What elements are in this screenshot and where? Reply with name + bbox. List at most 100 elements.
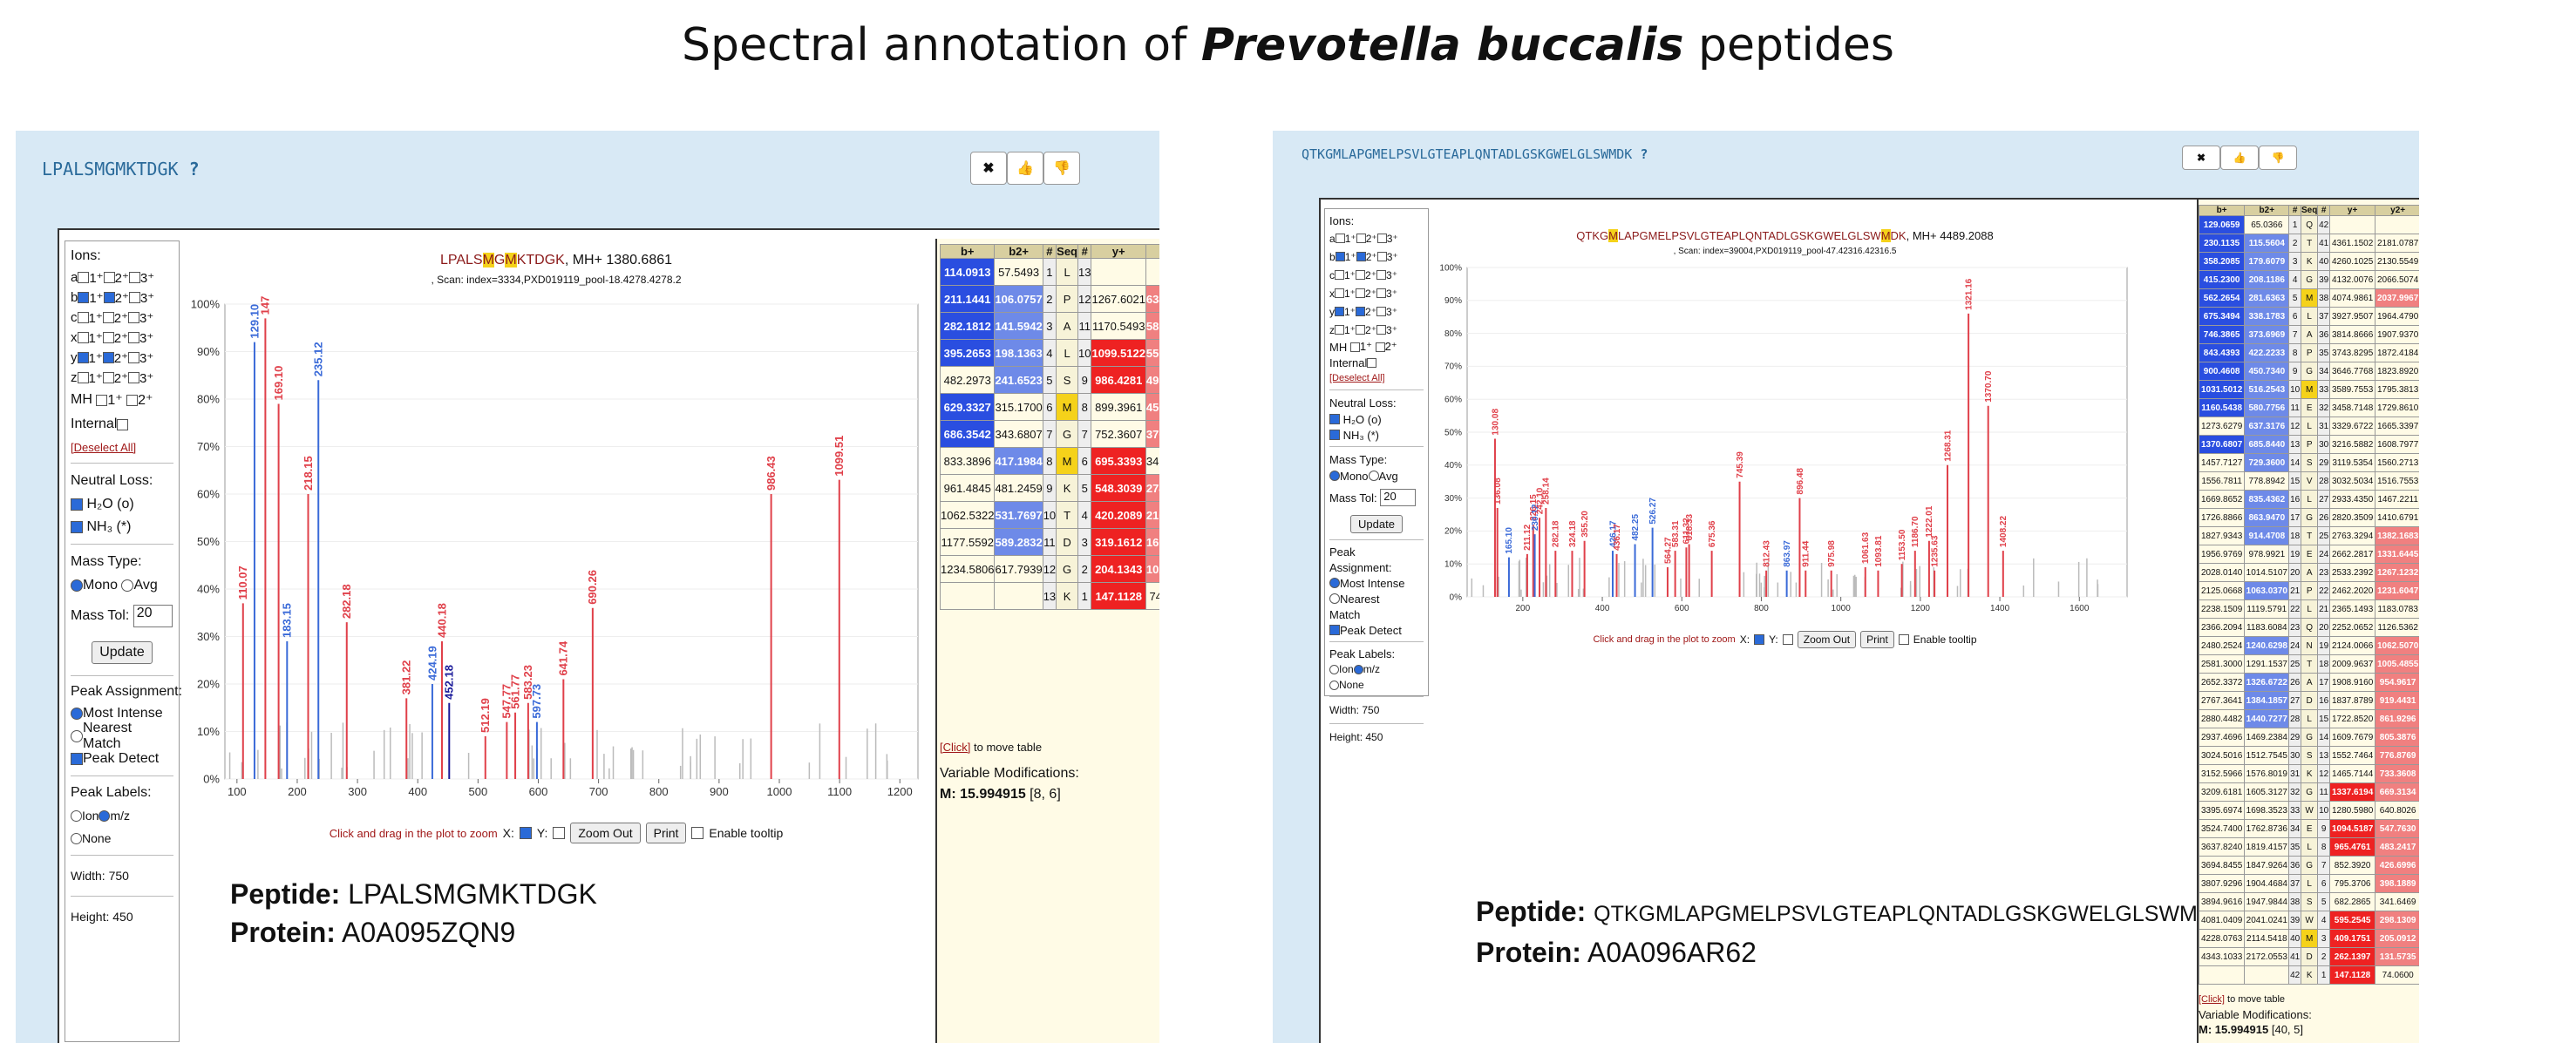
x-charge-2-checkbox[interactable]: [102, 332, 114, 343]
z-charge-3-checkbox[interactable]: [128, 372, 140, 383]
table-cell: 2125.0668: [2198, 581, 2246, 600]
y-charge-2-checkbox[interactable]: [102, 352, 114, 363]
c-charge-3-checkbox[interactable]: [128, 312, 140, 323]
a-charge-3-checkbox[interactable]: [128, 272, 140, 283]
x-charge-3-checkbox[interactable]: [1376, 288, 1387, 298]
mh-1-checkbox[interactable]: [96, 394, 108, 406]
y-charge-1-checkbox[interactable]: [1335, 307, 1344, 316]
c-charge-1-checkbox[interactable]: [1335, 270, 1344, 280]
spectrum-chart[interactable]: 0% 10% 20% 30% 40% 50% 60% 70% 80% 90% 100% 100 200 3…: [186, 295, 927, 818]
internal-checkbox[interactable]: [1367, 357, 1377, 368]
none-label-radio[interactable]: [71, 832, 82, 844]
width-input[interactable]: 750: [1362, 704, 1380, 716]
y-charge-2-checkbox[interactable]: [1356, 307, 1366, 316]
variable-mods: Variable Modifications: M: 15.994915 [8,…: [940, 766, 1079, 802]
mz-label-radio[interactable]: [1353, 664, 1363, 674]
h2o-checkbox[interactable]: [71, 498, 83, 511]
b-charge-3-checkbox[interactable]: [128, 292, 140, 303]
b-charge-2-checkbox[interactable]: [103, 292, 115, 303]
mass-tol-input[interactable]: 20: [1380, 489, 1417, 506]
b-charge-1-checkbox[interactable]: [78, 292, 90, 303]
avg-radio[interactable]: [121, 579, 134, 592]
y-charge-3-checkbox[interactable]: [1376, 307, 1387, 316]
most-intense-radio[interactable]: [71, 708, 83, 720]
ion-label-radio[interactable]: [71, 809, 82, 822]
table-row: 1160.5438 580.7756 11 E 32 3458.7148 1729.8610: [2198, 398, 2419, 417]
x-charge-2-checkbox[interactable]: [1356, 288, 1366, 298]
b-charge-1-checkbox[interactable]: [1335, 252, 1345, 261]
peak-detect-checkbox[interactable]: [71, 753, 83, 765]
z-charge-1-checkbox[interactable]: [1335, 325, 1344, 335]
x-charge-1-checkbox[interactable]: [1335, 288, 1344, 298]
nh3-checkbox[interactable]: [71, 521, 83, 533]
spectrum-chart[interactable]: 0% 10% 20% 30% 40% 50% 60% 70% 80% 90% 100% 200 400 6…: [1434, 259, 2136, 625]
nh3-checkbox[interactable]: [1329, 430, 1340, 440]
zoom-x-checkbox[interactable]: [519, 827, 532, 839]
zoom-out-button[interactable]: Zoom Out: [570, 823, 641, 843]
mh-2-checkbox[interactable]: [126, 394, 139, 406]
mono-radio[interactable]: [71, 579, 83, 592]
width-input[interactable]: 750: [108, 869, 129, 883]
y-charge-3-checkbox[interactable]: [128, 352, 140, 363]
table-cell: 2480.2524: [2198, 636, 2246, 655]
y-charge-1-checkbox[interactable]: [77, 352, 89, 363]
b-charge-2-checkbox[interactable]: [1356, 252, 1366, 261]
none-label-radio[interactable]: [1329, 680, 1339, 690]
b-charge-3-checkbox[interactable]: [1376, 252, 1387, 261]
mh-2-checkbox[interactable]: [1375, 342, 1385, 352]
zoom-x-checkbox[interactable]: [1754, 634, 1765, 645]
height-input[interactable]: 450: [1365, 731, 1383, 743]
deselect-all-link[interactable]: [Deselect All]: [71, 440, 137, 454]
a-charge-2-checkbox[interactable]: [1356, 234, 1366, 243]
zoom-out-button[interactable]: Zoom Out: [1797, 631, 1857, 648]
zoom-y-checkbox[interactable]: [553, 827, 566, 839]
update-button[interactable]: Update: [92, 641, 153, 664]
ion-label-radio[interactable]: [1329, 664, 1339, 674]
nearest-match-radio[interactable]: [1329, 593, 1340, 604]
thumbs-down-button[interactable]: 👎: [1043, 152, 1080, 185]
z-charge-1-checkbox[interactable]: [77, 372, 89, 383]
thumbs-down-button[interactable]: 👎: [2259, 146, 2297, 170]
c-charge-3-checkbox[interactable]: [1376, 270, 1387, 280]
zoom-y-checkbox[interactable]: [1782, 634, 1793, 645]
print-button[interactable]: Print: [1860, 631, 1894, 648]
h2o-checkbox[interactable]: [1329, 414, 1340, 424]
x-charge-3-checkbox[interactable]: [128, 332, 140, 343]
c-charge-2-checkbox[interactable]: [1356, 270, 1366, 280]
a-charge-1-checkbox[interactable]: [78, 272, 90, 283]
thumbs-up-button[interactable]: 👍: [1007, 152, 1043, 185]
close-button[interactable]: ✖: [2182, 146, 2220, 170]
enable-tooltip-checkbox[interactable]: [691, 827, 704, 839]
a-charge-1-checkbox[interactable]: [1335, 234, 1345, 243]
a-charge-3-checkbox[interactable]: [1376, 234, 1387, 243]
update-button[interactable]: Update: [1350, 514, 1403, 533]
move-table-link[interactable]: [Click]: [2199, 994, 2225, 1005]
mono-radio[interactable]: [1329, 471, 1340, 481]
height-input[interactable]: 450: [112, 910, 133, 924]
a-charge-2-checkbox[interactable]: [103, 272, 115, 283]
peak-detect-checkbox[interactable]: [1329, 625, 1340, 635]
z-charge-2-checkbox[interactable]: [1356, 325, 1366, 335]
mh-1-checkbox[interactable]: [1349, 342, 1360, 352]
table-cell: 35: [2317, 343, 2330, 362]
most-intense-radio[interactable]: [1329, 578, 1340, 588]
z-charge-2-checkbox[interactable]: [102, 372, 114, 383]
deselect-all-link[interactable]: [Deselect All]: [1329, 373, 1385, 383]
move-table-link[interactable]: [Click]: [940, 741, 971, 754]
avg-radio[interactable]: [1368, 471, 1379, 481]
internal-checkbox[interactable]: [117, 418, 129, 430]
mz-label-radio[interactable]: [99, 809, 111, 822]
close-button[interactable]: ✖: [970, 152, 1007, 185]
mass-tol-input[interactable]: 20: [133, 605, 173, 627]
c-charge-1-checkbox[interactable]: [77, 312, 89, 323]
table-cell: 1280.5980: [2328, 801, 2376, 820]
nearest-match-radio[interactable]: [71, 730, 83, 742]
thumbs-up-button[interactable]: 👍: [2220, 146, 2259, 170]
print-button[interactable]: Print: [645, 823, 687, 843]
enable-tooltip-checkbox[interactable]: [1898, 634, 1909, 645]
x-charge-1-checkbox[interactable]: [77, 332, 89, 343]
c-charge-2-checkbox[interactable]: [102, 312, 114, 323]
z-charge-3-checkbox[interactable]: [1376, 325, 1387, 335]
table-cell: 10: [1042, 501, 1057, 529]
